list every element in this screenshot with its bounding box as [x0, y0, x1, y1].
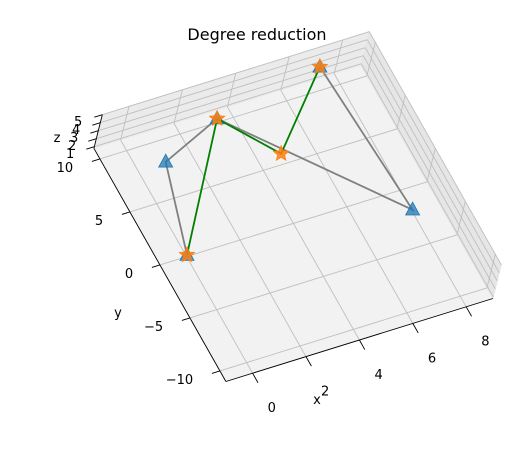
y-tick-mark: [182, 318, 190, 320]
x-tick-label: 6: [428, 351, 436, 366]
x-tick-label: 2: [321, 385, 329, 400]
y-tick-mark: [92, 159, 100, 161]
x-tick-label: 0: [268, 401, 276, 416]
y-tick-mark: [152, 265, 160, 267]
y-tick-label: 10: [57, 161, 74, 176]
x-tick-label: 8: [481, 335, 489, 350]
x-tick-label: 4: [374, 368, 382, 383]
z-tick-label: 5: [74, 115, 82, 130]
x-tick-mark: [306, 357, 311, 367]
x-tick-mark: [413, 323, 418, 333]
z-tick-mark: [88, 139, 96, 141]
y-tick-label: 5: [95, 214, 103, 229]
y-tick-label: −10: [166, 373, 193, 388]
x-tick-mark: [359, 340, 364, 350]
y-tick-label: 0: [125, 267, 133, 282]
z-tick-mark: [86, 147, 94, 149]
x-axis-label: x: [313, 393, 321, 408]
y-tick-mark: [212, 371, 220, 373]
y-axis-label: y: [114, 306, 122, 321]
y-tick-label: −5: [144, 320, 163, 335]
chart-title: Degree reduction: [187, 25, 326, 44]
z-tick-mark: [94, 115, 102, 117]
x-tick-mark: [253, 373, 258, 383]
x-tick-mark: [466, 307, 471, 317]
z-axis-label: z: [54, 131, 61, 146]
z-tick-mark: [90, 131, 98, 133]
y-tick-mark: [122, 212, 130, 214]
z-tick-mark: [92, 123, 100, 125]
